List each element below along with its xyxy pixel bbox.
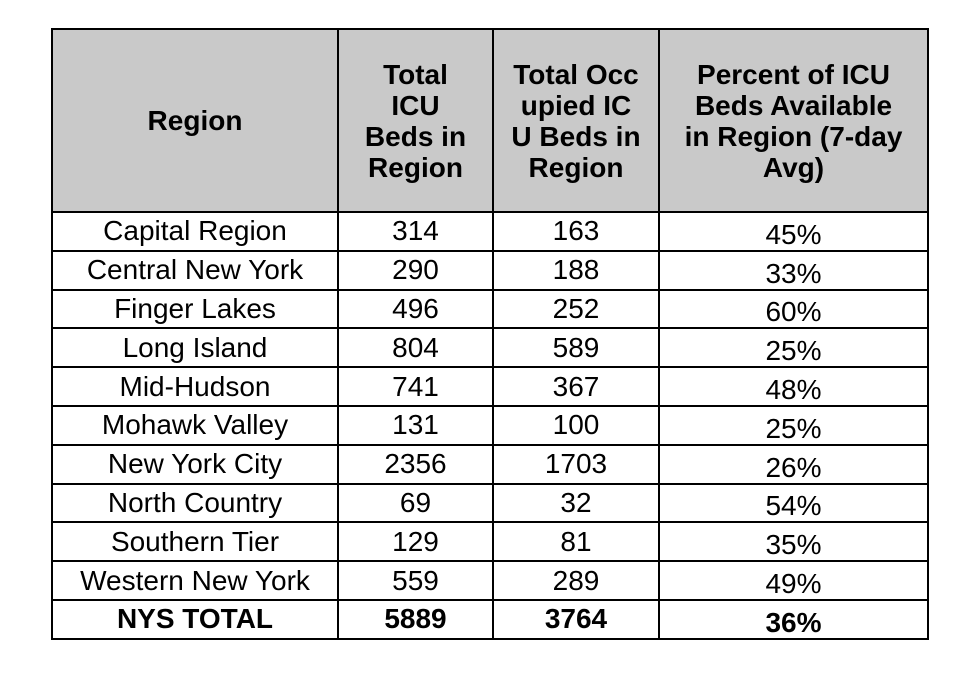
table-row: Southern Tier 129 81 35% [51,521,929,563]
occupied-beds-cell: 163 [492,211,660,252]
table-row: Western New York 559 289 49% [51,560,929,601]
total-beds-cell: 69 [337,482,494,524]
region-cell: Capital Region [51,211,339,252]
total-beds-cell: 129 [337,521,494,563]
total-beds-cell: 804 [337,327,494,369]
total-beds-cell: 741 [337,366,494,407]
percent-available-cell: 33% [658,249,929,291]
header-region: Region [51,28,339,213]
total-beds-cell: 496 [337,288,494,330]
total-region-cell: NYS TOTAL [51,598,339,640]
region-cell: Finger Lakes [51,288,339,330]
total-beds-cell: 559 [337,560,494,601]
region-cell: Long Island [51,327,339,369]
occupied-beds-sum-cell: 3764 [492,598,660,640]
table-row: New York City 2356 1703 26% [51,443,929,485]
total-beds-cell: 131 [337,404,494,446]
table-row: Finger Lakes 496 252 60% [51,288,929,330]
region-cell: Western New York [51,560,339,601]
table-header: Region Total ICU Beds in Region Total Oc… [51,28,929,213]
total-beds-cell: 290 [337,249,494,291]
percent-available-cell: 49% [658,560,929,601]
percent-available-cell: 60% [658,288,929,330]
occupied-beds-cell: 589 [492,327,660,369]
table-row: North Country 69 32 54% [51,482,929,524]
table-row: Capital Region 314 163 45% [51,211,929,252]
percent-available-cell: 48% [658,366,929,407]
total-beds-cell: 2356 [337,443,494,485]
percent-available-cell: 54% [658,482,929,524]
header-total-occupied-icu-beds: Total Occupied ICU Beds in Region [492,28,660,213]
nys-total-row: NYS TOTAL 5889 3764 36% [51,598,929,640]
region-cell: Southern Tier [51,521,339,563]
header-percent-available: Percent of ICU Beds Available in Region … [658,28,929,213]
total-beds-cell: 314 [337,211,494,252]
occupied-beds-cell: 367 [492,366,660,407]
header-row: Region Total ICU Beds in Region Total Oc… [51,28,929,213]
icu-beds-table: Region Total ICU Beds in Region Total Oc… [51,28,929,640]
table-row: Central New York 290 188 33% [51,249,929,291]
occupied-beds-cell: 252 [492,288,660,330]
region-cell: Central New York [51,249,339,291]
region-cell: New York City [51,443,339,485]
table-body: Capital Region 314 163 45% Central New Y… [51,211,929,640]
occupied-beds-cell: 81 [492,521,660,563]
occupied-beds-cell: 32 [492,482,660,524]
region-cell: Mohawk Valley [51,404,339,446]
region-cell: North Country [51,482,339,524]
percent-available-cell: 26% [658,443,929,485]
percent-available-cell: 25% [658,404,929,446]
header-total-icu-beds: Total ICU Beds in Region [337,28,494,213]
percent-available-total-cell: 36% [658,598,929,640]
percent-available-cell: 45% [658,211,929,252]
occupied-beds-cell: 1703 [492,443,660,485]
table-row: Long Island 804 589 25% [51,327,929,369]
region-cell: Mid-Hudson [51,366,339,407]
total-beds-sum-cell: 5889 [337,598,494,640]
table-row: Mohawk Valley 131 100 25% [51,404,929,446]
occupied-beds-cell: 289 [492,560,660,601]
percent-available-cell: 25% [658,327,929,369]
percent-available-cell: 35% [658,521,929,563]
occupied-beds-cell: 188 [492,249,660,291]
occupied-beds-cell: 100 [492,404,660,446]
table-row: Mid-Hudson 741 367 48% [51,366,929,407]
